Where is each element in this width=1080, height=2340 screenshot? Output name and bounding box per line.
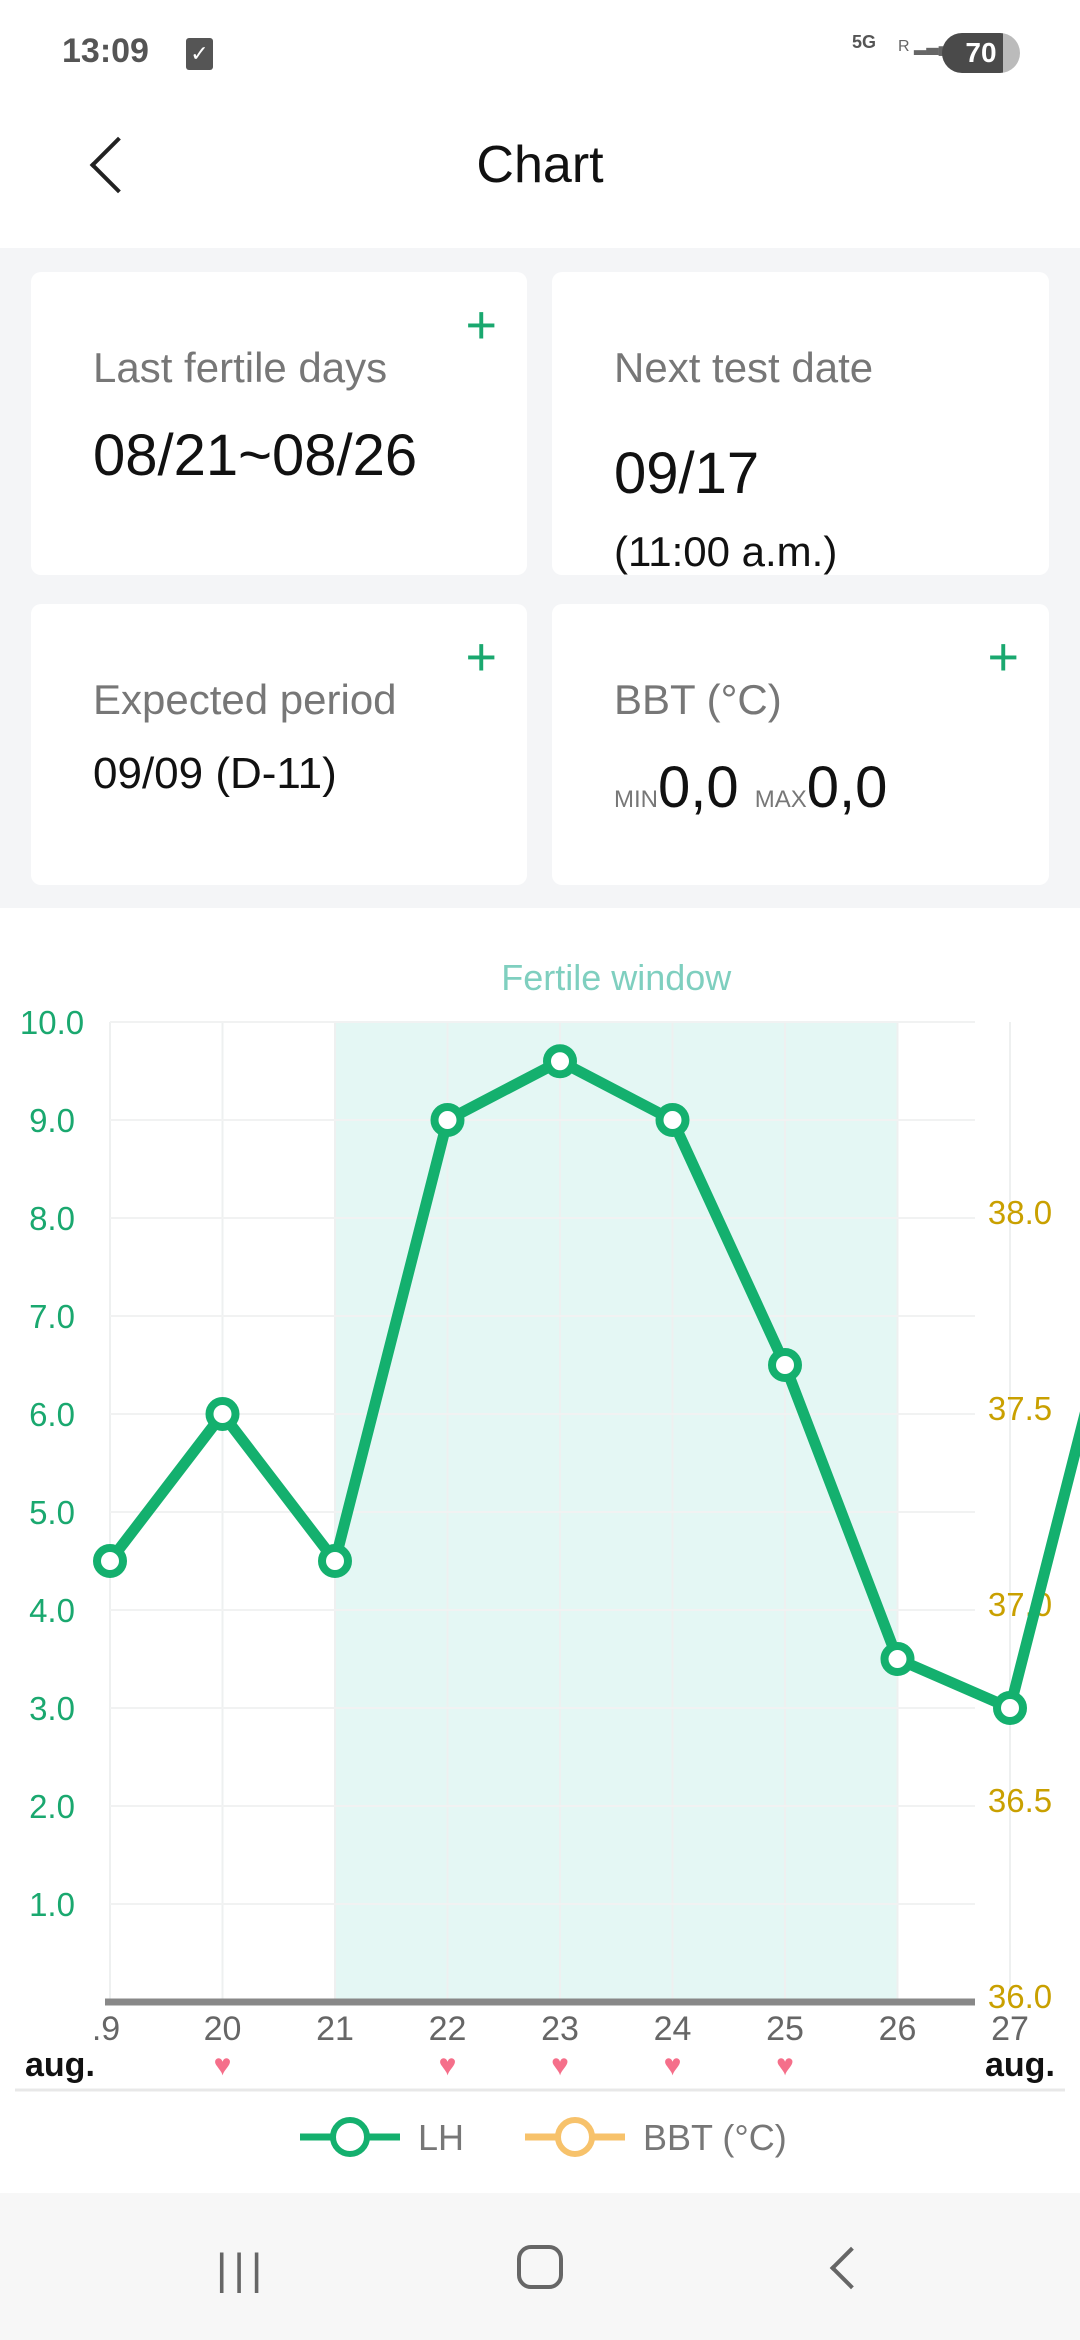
card-next-test-date[interactable]: Next test date 09/17 (11:00 a.m.): [552, 272, 1049, 575]
min-label: MIN: [614, 786, 658, 813]
left-axis-tick: 8.0: [29, 1200, 75, 1237]
card-value: 09/09 (D-11): [93, 749, 337, 798]
heart-icon: ♥: [776, 2049, 794, 2082]
card-label: Next test date: [614, 344, 874, 391]
lh-data-point: [430, 1103, 465, 1137]
right-axis-tick: 37.5: [988, 1390, 1052, 1427]
lh-data-point: [318, 1544, 352, 1578]
max-value: 0,0: [806, 755, 888, 820]
card-label: Last fertile days: [93, 344, 388, 391]
lh-data-point: [205, 1397, 240, 1431]
x-axis-tick: 22: [429, 2010, 467, 2048]
lh-data-point: [768, 1348, 802, 1382]
left-axis-tick: 1.0: [29, 1886, 75, 1923]
heart-icon: ♥: [551, 2049, 569, 2082]
add-icon[interactable]: +: [465, 627, 497, 687]
right-axis-tick: 38.0: [988, 1194, 1052, 1231]
lh-data-point: [993, 1691, 1027, 1725]
left-axis-tick: 6.0: [29, 1396, 75, 1433]
left-axis-tick: 3.0: [29, 1690, 75, 1727]
bbt-values: MIN0,0 MAX0,0: [614, 754, 887, 821]
roaming-indicator: R: [898, 38, 910, 55]
card-last-fertile-days[interactable]: Last fertile days 08/21~08/26 +: [31, 272, 527, 575]
checkbox-notification-icon: ✓: [186, 38, 213, 70]
add-icon[interactable]: +: [987, 627, 1019, 687]
lh-data-point: [655, 1103, 690, 1137]
left-axis-tick: 9.0: [29, 1102, 75, 1139]
x-axis-tick: 21: [316, 2010, 354, 2048]
add-icon[interactable]: +: [465, 295, 497, 355]
max-label: MAX: [754, 786, 807, 813]
month-label-left: aug.: [25, 2046, 95, 2084]
min-value: 0,0: [658, 755, 739, 820]
card-value: 08/21~08/26: [93, 423, 418, 488]
card-bbt[interactable]: BBT (°C) MIN0,0 MAX0,0 +: [552, 604, 1049, 885]
lh-data-point: [543, 1044, 577, 1079]
status-bar: 13:09 ✓ 5G R ▂▃▄ 70: [0, 0, 1080, 110]
signal-icon: R ▂▃▄: [898, 38, 950, 55]
left-axis-tick: 4.0: [29, 1592, 75, 1629]
lh-data-point: [880, 1642, 915, 1676]
left-axis-tick: 10.0: [20, 1004, 84, 1041]
right-axis-tick: 36.5: [988, 1782, 1052, 1819]
left-axis-tick: 5.0: [29, 1494, 75, 1531]
back-nav-icon[interactable]: [829, 2246, 873, 2290]
system-nav-bar: |||: [0, 2193, 1080, 2340]
lh-bbt-chart: Fertile window 1.0 2.0 3.0 4.0 5.0 6.0 7.0 8.0 9.…: [15, 957, 1080, 2158]
summary-cards: Last fertile days 08/21~08/26 + Next tes…: [0, 248, 1080, 908]
x-axis-tick: 26: [879, 2010, 917, 2048]
legend-label: BBT (°C): [643, 2117, 787, 2158]
x-axis-tick: 25: [766, 2010, 804, 2048]
x-axis-tick: 20: [204, 2010, 242, 2048]
heart-icon: ♥: [214, 2049, 232, 2082]
month-label-right: aug.: [985, 2046, 1055, 2084]
heart-icon: ♥: [439, 2049, 457, 2082]
recent-apps-icon[interactable]: |||: [216, 2245, 269, 2294]
page-title: Chart: [476, 136, 604, 194]
home-icon[interactable]: [517, 2245, 563, 2289]
heart-icon: ♥: [664, 2049, 682, 2082]
x-axis-tick: 23: [541, 2010, 579, 2048]
card-expected-period[interactable]: Expected period 09/09 (D-11) +: [31, 604, 527, 885]
x-axis-tick: .9: [92, 2010, 120, 2048]
network-5g-icon: 5G: [852, 32, 877, 52]
card-subvalue: (11:00 a.m.): [614, 528, 838, 575]
left-axis-tick: 7.0: [29, 1298, 75, 1335]
fertile-window-label: Fertile window: [501, 957, 732, 998]
legend-marker: [330, 2117, 370, 2157]
right-axis-tick: 36.0: [988, 1978, 1052, 2015]
lh-data-point: [93, 1544, 127, 1578]
battery-icon: 70: [942, 33, 1020, 73]
legend-marker: [555, 2117, 595, 2157]
x-axis-tick: 27: [991, 2010, 1029, 2048]
left-axis-tick: 2.0: [29, 1788, 75, 1825]
card-value: 09/17: [614, 441, 760, 506]
card-label: BBT (°C): [614, 676, 782, 723]
status-time: 13:09: [62, 32, 149, 70]
card-label: Expected period: [93, 676, 397, 723]
x-axis-tick: 24: [654, 2010, 692, 2048]
legend-label: LH: [418, 2117, 464, 2158]
